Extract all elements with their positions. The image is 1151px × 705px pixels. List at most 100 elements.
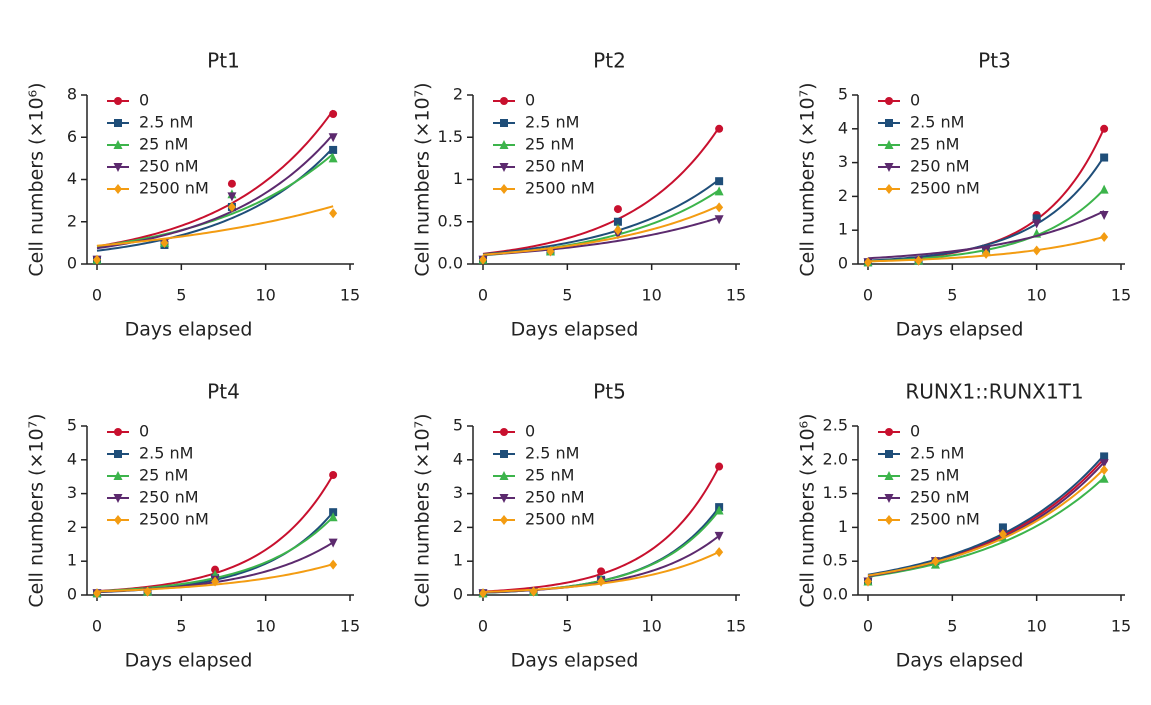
y-axis-label: Cell numbers (×10⁷) xyxy=(412,82,434,276)
y-tick-label: 4 xyxy=(453,449,463,468)
x-tick-label: 15 xyxy=(1111,286,1131,305)
legend-label: 0 xyxy=(910,91,920,110)
marker xyxy=(329,508,338,517)
y-tick-label: 0.5 xyxy=(823,551,848,570)
marker xyxy=(328,538,338,548)
x-axis-label: Days elapsed xyxy=(511,650,639,672)
marker xyxy=(1100,231,1109,242)
fit-curve xyxy=(867,468,1105,577)
chart-title: Pt4 xyxy=(207,380,240,404)
marker xyxy=(914,255,923,266)
marker xyxy=(1099,459,1109,469)
y-tick-label: 1 xyxy=(838,220,848,239)
y-tick-label: 5 xyxy=(838,85,848,104)
marker xyxy=(885,515,893,525)
legend-label: 2500 nM xyxy=(525,510,595,529)
y-tick-label: 0 xyxy=(838,254,848,273)
fit-curve xyxy=(867,127,1106,263)
marker xyxy=(227,179,236,188)
y-tick-label: 2 xyxy=(67,517,77,536)
marker xyxy=(714,186,724,196)
legend-label: 25 nM xyxy=(910,135,959,154)
marker xyxy=(613,205,622,214)
marker xyxy=(328,133,338,143)
marker xyxy=(113,471,123,480)
marker xyxy=(885,119,893,127)
y-tick-label: 1.5 xyxy=(823,483,848,502)
legend-label: 0 xyxy=(139,422,149,441)
y-tick-label: 0.0 xyxy=(438,254,463,273)
x-tick-label: 5 xyxy=(176,286,186,305)
marker xyxy=(715,177,724,186)
marker xyxy=(885,428,893,436)
legend-label: 0 xyxy=(525,91,535,110)
y-tick-label: 0 xyxy=(453,585,463,604)
x-tick-label: 0 xyxy=(92,286,102,305)
x-tick-label: 10 xyxy=(641,286,661,305)
y-tick-label: 5 xyxy=(453,416,463,435)
fit-curve xyxy=(482,126,720,255)
x-tick-label: 15 xyxy=(340,286,360,305)
y-tick-label: 8 xyxy=(67,85,77,104)
marker xyxy=(864,576,872,587)
x-tick-label: 15 xyxy=(726,617,746,636)
y-axis-label: Cell numbers (×10⁶) xyxy=(26,82,48,276)
y-tick-label: 1 xyxy=(453,551,463,570)
marker xyxy=(499,494,509,503)
y-tick-label: 2 xyxy=(453,517,463,536)
marker xyxy=(931,556,940,567)
marker xyxy=(864,257,872,268)
marker xyxy=(500,515,508,525)
y-tick-label: 0 xyxy=(67,254,77,273)
marker xyxy=(500,119,508,127)
legend-label: 250 nM xyxy=(525,157,585,176)
chart-title: RUNX1::RUNX1T1 xyxy=(905,380,1083,404)
x-tick-label: 5 xyxy=(176,617,186,636)
marker xyxy=(329,110,338,119)
y-tick-label: 1 xyxy=(67,551,77,570)
x-tick-label: 5 xyxy=(562,617,572,636)
legend-label: 25 nM xyxy=(139,466,188,485)
y-tick-label: 2 xyxy=(453,85,463,104)
marker xyxy=(500,184,508,194)
marker xyxy=(1099,184,1109,194)
fit-curve xyxy=(482,178,720,256)
y-tick-label: 2 xyxy=(838,186,848,205)
legend-label: 25 nM xyxy=(525,135,574,154)
y-tick-label: 4 xyxy=(838,118,848,137)
marker xyxy=(885,184,893,194)
fit-curve xyxy=(96,205,334,247)
marker xyxy=(597,576,606,587)
marker xyxy=(1032,219,1042,229)
marker xyxy=(113,163,123,172)
legend-label: 0 xyxy=(910,422,920,441)
marker xyxy=(211,565,220,574)
y-tick-label: 3 xyxy=(838,152,848,171)
legend-label: 2500 nM xyxy=(139,510,209,529)
marker xyxy=(1032,214,1041,223)
x-tick-label: 5 xyxy=(562,286,572,305)
y-tick-label: 1 xyxy=(453,169,463,188)
x-axis-label: Days elapsed xyxy=(125,319,253,341)
y-tick-label: 1 xyxy=(838,517,848,536)
x-axis-label: Days elapsed xyxy=(896,319,1024,341)
marker xyxy=(613,217,622,226)
y-axis-label: Cell numbers (×10⁷) xyxy=(797,82,819,276)
y-tick-label: 0.0 xyxy=(823,585,848,604)
marker xyxy=(113,140,123,149)
fit-curve xyxy=(867,476,1105,578)
marker xyxy=(884,140,894,149)
x-axis-label: Days elapsed xyxy=(511,319,639,341)
legend-label: 0 xyxy=(139,91,149,110)
fit-curve xyxy=(482,204,720,256)
marker xyxy=(1100,124,1109,133)
marker xyxy=(715,202,724,213)
marker xyxy=(1099,473,1109,483)
marker xyxy=(329,559,338,570)
legend-label: 2500 nM xyxy=(525,179,595,198)
legend-label: 250 nM xyxy=(910,157,970,176)
marker xyxy=(114,97,122,105)
x-tick-label: 0 xyxy=(92,617,102,636)
y-axis-label: Cell numbers (×10⁷) xyxy=(412,413,434,607)
